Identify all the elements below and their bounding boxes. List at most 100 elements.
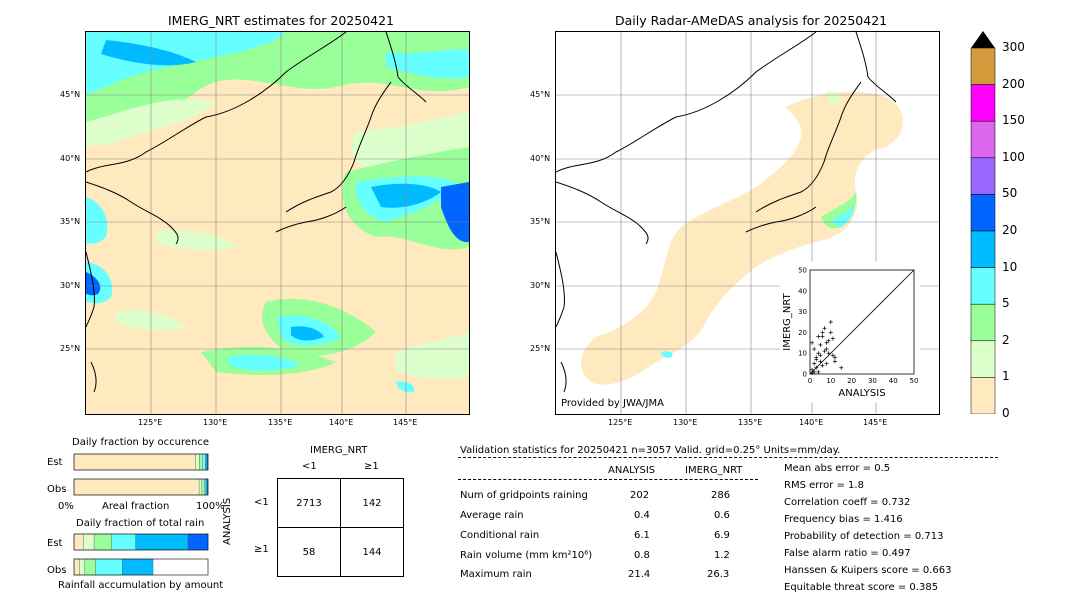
right-lon-label: 145°E: [863, 418, 888, 427]
colorbar-tick-label: 100: [1002, 149, 1025, 164]
stacked-bar-segment: [205, 478, 208, 496]
scatter-point: [824, 347, 829, 352]
right-map-title: Daily Radar-AMeDAS analysis for 20250421: [615, 13, 888, 28]
contingency-cell: 58: [277, 527, 341, 577]
contingency-row-header: ANALYSIS: [222, 497, 233, 545]
scatter-point: [830, 353, 835, 358]
stacked-bar-frame: [73, 533, 209, 551]
score-line: Frequency bias = 1.416: [784, 514, 903, 525]
scatter-inset: 0 0 10 10 20 20 30 30 40 40 50 50 ANALYSIS IMERG_NRT: [780, 262, 920, 402]
total-rain-footer: Rainfall accumulation by amount: [58, 580, 224, 591]
validation-row-analysis: 0.8: [634, 550, 650, 561]
validation-row-imerg: 286: [711, 490, 731, 501]
scatter-y-tick: 30: [798, 308, 807, 316]
colorbar-swatch: [970, 120, 996, 159]
stacked-bar-segment: [135, 533, 189, 551]
scatter-y-tick: 20: [798, 329, 807, 337]
stacked-bar-segment: [73, 533, 84, 551]
stacked-bar-frame: [73, 558, 209, 576]
scatter-point: [816, 351, 821, 356]
contingency-row-lt: <1: [254, 497, 269, 508]
left-lat-label: 30°N: [60, 281, 81, 290]
scatter-point: [816, 334, 821, 339]
scatter-x-tick: 0: [808, 377, 812, 385]
scatter-point: [814, 357, 819, 362]
validation-col-imerg: IMERG_NRT: [685, 465, 743, 476]
scatter-point: [832, 359, 837, 364]
stacked-bar-segment: [204, 478, 207, 496]
right-lon-label: 130°E: [673, 418, 698, 427]
colorbar-swatch: [970, 47, 996, 85]
colorbar-tick-label: 50: [1002, 186, 1018, 201]
colorbar-tick-label: 5: [1002, 296, 1010, 311]
total-rain-row-est: Est: [47, 538, 63, 549]
right-lat-label: 25°N: [530, 344, 551, 353]
left-lat-label: 45°N: [60, 90, 81, 99]
left-lon-label: 125°E: [138, 418, 163, 427]
stacked-bar-segment: [201, 478, 205, 496]
scatter-point: [814, 365, 819, 370]
scatter-x-tick: 10: [826, 377, 835, 385]
colorbar-tick-label: 1: [1002, 369, 1010, 384]
scatter-point: [839, 365, 844, 370]
validation-row-analysis: 6.1: [634, 530, 650, 541]
colorbar-swatches: [970, 31, 996, 415]
scatter-plot: 00 10 10 20 20 30 30 40 40 50 50 ANALYSIS IMERG_NRT: [782, 267, 918, 400]
scatter-point: [818, 342, 823, 347]
colorbar-swatch: [970, 377, 996, 415]
occurrence-axis-left: 0%: [58, 501, 74, 512]
left-lon-label: 130°E: [203, 418, 228, 427]
scatter-y-tick: 10: [798, 350, 807, 358]
data-credit: Provided by JWA/JMA: [561, 398, 664, 409]
scatter-y-tick: 50: [798, 267, 807, 275]
scatter-x-tick: 30: [868, 377, 877, 385]
stacked-bar-segment: [73, 453, 196, 471]
validation-row-label: Num of gridpoints raining: [460, 490, 588, 501]
validation-row-analysis: 21.4: [628, 569, 651, 580]
colorbar-swatch: [970, 84, 996, 122]
scatter-point: [824, 340, 829, 345]
validation-table-divider: [458, 479, 758, 480]
stacked-bar-segment: [187, 533, 209, 551]
colorbar-extend-arrow: [971, 31, 995, 48]
scatter-ylabel: IMERG_NRT: [782, 292, 793, 350]
right-lat-label: 40°N: [530, 154, 551, 163]
colorbar-tick-label: 0: [1002, 406, 1010, 420]
stacked-bar-segment: [73, 478, 200, 496]
left-lon-label: 140°E: [329, 418, 354, 427]
left-map-title: IMERG_NRT estimates for 20250421: [168, 13, 395, 28]
validation-row-imerg: 26.3: [707, 569, 730, 580]
left-lat-label: 25°N: [60, 344, 81, 353]
score-line: RMS error = 1.8: [784, 480, 864, 491]
right-lat-label: 30°N: [530, 281, 551, 290]
occurrence-row-obs: Obs: [47, 484, 67, 495]
colorbar-tick-label: 10: [1002, 259, 1018, 274]
score-line: False alarm ratio = 0.497: [784, 548, 911, 559]
total-rain-title: Daily fraction of total rain: [76, 518, 205, 529]
stacked-bar-segment: [122, 558, 154, 576]
validation-divider: [458, 457, 998, 458]
contingency-table: 2713 142 58 144: [277, 478, 404, 577]
stacked-bar-segment: [195, 453, 200, 471]
colorbar-swatch: [970, 340, 996, 378]
scatter-point: [832, 355, 837, 360]
scatter-frame: [809, 269, 915, 375]
right-lon-label: 125°E: [608, 418, 633, 427]
colorbar-swatch: [970, 303, 996, 342]
score-line: Equitable threat score = 0.385: [784, 582, 939, 593]
left-lat-label: 35°N: [60, 217, 81, 226]
scatter-diagonal: [809, 269, 915, 375]
colorbar-tick-label: 20: [1002, 223, 1018, 237]
colorbar-swatch: [970, 267, 996, 305]
scatter-point: [822, 326, 827, 331]
stacked-bar-frame: [73, 453, 209, 471]
colorbar-swatch: [970, 230, 996, 268]
colorbar-tick-label: 300: [1002, 40, 1025, 54]
scatter-point: [820, 330, 825, 335]
stacked-bar-segment: [198, 478, 203, 496]
stacked-bar-frame: [73, 478, 209, 496]
scatter-y-tick: 0: [803, 371, 807, 379]
scatter-point: [826, 338, 831, 343]
scatter-point: [828, 320, 833, 324]
scatter-point: [812, 369, 817, 374]
